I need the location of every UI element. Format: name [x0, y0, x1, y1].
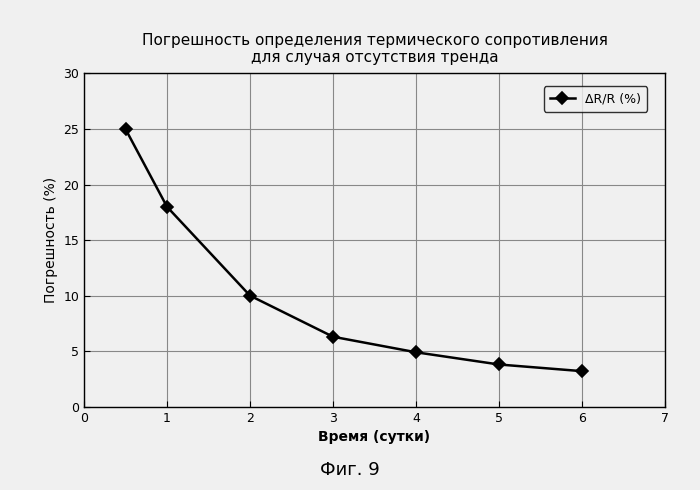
ΔR/R (%): [412, 349, 420, 355]
ΔR/R (%): [329, 334, 337, 340]
Legend: ΔR/R (%): ΔR/R (%): [544, 86, 647, 112]
X-axis label: Время (сутки): Время (сутки): [318, 430, 430, 444]
Title: Погрешность определения термического сопротивления
для случая отсутствия тренда: Погрешность определения термического соп…: [141, 33, 608, 65]
Text: Фиг. 9: Фиг. 9: [320, 462, 380, 479]
ΔR/R (%): [121, 126, 130, 132]
Y-axis label: Погрешность (%): Погрешность (%): [43, 177, 57, 303]
ΔR/R (%): [246, 293, 254, 298]
ΔR/R (%): [495, 362, 503, 368]
Line: ΔR/R (%): ΔR/R (%): [121, 125, 586, 375]
ΔR/R (%): [578, 368, 586, 374]
ΔR/R (%): [163, 204, 172, 210]
